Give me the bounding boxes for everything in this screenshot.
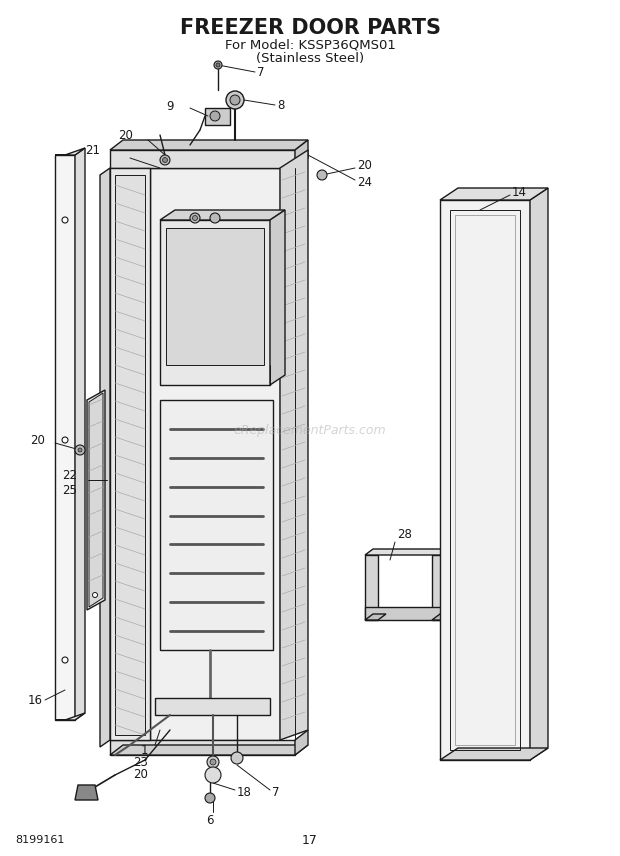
- Text: eReplacementParts.com: eReplacementParts.com: [234, 424, 386, 437]
- Text: 14: 14: [512, 186, 527, 199]
- Polygon shape: [166, 228, 264, 365]
- Circle shape: [205, 767, 221, 783]
- Text: 20: 20: [133, 768, 148, 781]
- Polygon shape: [280, 150, 308, 740]
- Polygon shape: [160, 400, 273, 650]
- Polygon shape: [150, 168, 280, 740]
- Circle shape: [62, 437, 68, 443]
- Text: 28: 28: [397, 527, 412, 540]
- Circle shape: [226, 91, 244, 109]
- Polygon shape: [365, 614, 386, 620]
- Polygon shape: [440, 188, 548, 200]
- Polygon shape: [75, 148, 85, 720]
- Text: 18: 18: [237, 786, 252, 799]
- Circle shape: [317, 170, 327, 180]
- Text: 16: 16: [28, 693, 43, 706]
- Polygon shape: [55, 713, 85, 720]
- Polygon shape: [295, 140, 308, 168]
- Circle shape: [192, 216, 198, 221]
- Text: 21: 21: [85, 144, 100, 157]
- Text: 7: 7: [257, 66, 265, 79]
- Text: 20: 20: [357, 158, 372, 171]
- Text: 1: 1: [141, 744, 148, 757]
- Circle shape: [190, 213, 200, 223]
- Polygon shape: [110, 140, 308, 150]
- Text: 20: 20: [30, 433, 45, 447]
- Text: (Stainless Steel): (Stainless Steel): [256, 52, 364, 65]
- Polygon shape: [160, 220, 270, 385]
- Circle shape: [62, 217, 68, 223]
- Circle shape: [62, 657, 68, 663]
- Polygon shape: [160, 210, 285, 220]
- Polygon shape: [365, 555, 378, 620]
- Text: For Model: KSSP36QMS01: For Model: KSSP36QMS01: [224, 38, 396, 51]
- Polygon shape: [110, 168, 150, 740]
- Circle shape: [231, 752, 243, 764]
- Circle shape: [75, 445, 85, 455]
- Polygon shape: [270, 210, 285, 385]
- Polygon shape: [55, 155, 75, 720]
- Circle shape: [92, 592, 97, 597]
- Polygon shape: [440, 200, 530, 760]
- Polygon shape: [115, 175, 145, 735]
- Polygon shape: [440, 748, 548, 760]
- Circle shape: [210, 213, 220, 223]
- Text: 8199161: 8199161: [15, 835, 64, 845]
- Text: FREEZER DOOR PARTS: FREEZER DOOR PARTS: [180, 18, 440, 38]
- Circle shape: [210, 111, 220, 121]
- Polygon shape: [75, 785, 98, 800]
- Circle shape: [160, 155, 170, 165]
- Circle shape: [230, 95, 240, 105]
- Text: 23: 23: [133, 756, 148, 769]
- Text: 20: 20: [118, 128, 133, 141]
- Circle shape: [214, 61, 222, 69]
- Polygon shape: [110, 150, 295, 168]
- Polygon shape: [110, 740, 295, 755]
- Text: 6: 6: [206, 813, 214, 827]
- Polygon shape: [205, 108, 230, 125]
- Polygon shape: [110, 745, 308, 755]
- Polygon shape: [365, 607, 445, 620]
- Circle shape: [207, 756, 219, 768]
- Circle shape: [78, 448, 82, 452]
- Polygon shape: [365, 549, 453, 555]
- Text: 9: 9: [167, 99, 174, 112]
- Text: 7: 7: [272, 786, 280, 799]
- Polygon shape: [100, 168, 110, 747]
- Text: 24: 24: [357, 175, 372, 188]
- Polygon shape: [445, 549, 453, 620]
- Polygon shape: [295, 730, 308, 755]
- Polygon shape: [89, 393, 103, 607]
- Polygon shape: [55, 148, 85, 155]
- Text: 25: 25: [62, 484, 77, 496]
- Circle shape: [162, 158, 167, 163]
- Polygon shape: [432, 614, 453, 620]
- Circle shape: [210, 759, 216, 765]
- Polygon shape: [530, 188, 548, 760]
- Circle shape: [205, 793, 215, 803]
- Polygon shape: [87, 390, 105, 610]
- Text: 8: 8: [277, 98, 285, 111]
- Polygon shape: [155, 698, 270, 715]
- Text: 17: 17: [302, 834, 318, 847]
- Circle shape: [216, 63, 220, 67]
- Text: 22: 22: [62, 468, 77, 482]
- Polygon shape: [432, 555, 445, 620]
